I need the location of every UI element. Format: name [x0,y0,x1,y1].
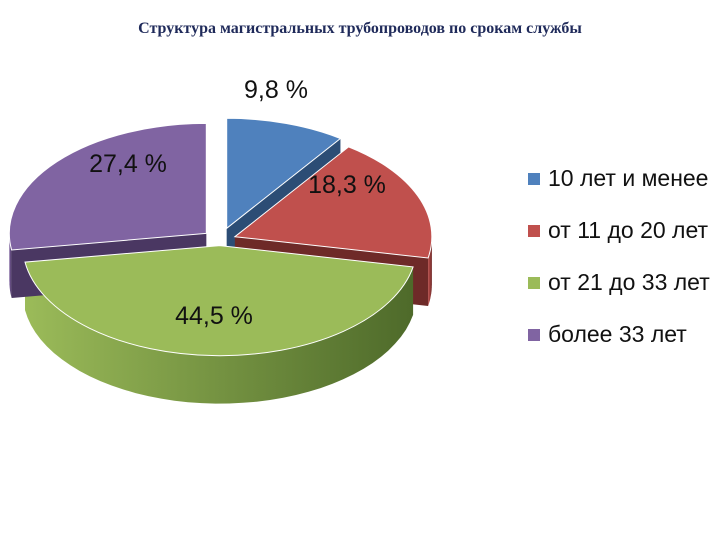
slice-value-label-2: 18,3 % [308,171,386,199]
pie-slice-3 [24,245,414,357]
pie-side-2 [428,236,432,306]
pie-tops [8,117,433,357]
pie-slice-4 [8,122,207,251]
chart-title: Структура магистральных трубопроводов по… [138,20,582,37]
legend: 10 лет и менее от 11 до 20 лет от 21 до 33… [528,165,710,347]
pie-labels: 9,8 % 18,3 % 44,5 % 27,4 % [89,76,386,330]
legend-label-1: 10 лет и менее [548,165,708,191]
slice-value-label-3: 44,5 % [175,302,253,330]
legend-label-3: от 21 до 33 лет [548,269,710,295]
slice-value-label-4: 27,4 % [89,150,167,178]
legend-swatch-1 [528,173,540,185]
legend-swatch-2 [528,225,540,237]
legend-swatch-3 [528,277,540,289]
legend-label-2: от 11 до 20 лет [548,217,709,243]
pie-slice-1 [226,117,342,230]
pie-slice-2 [233,146,433,259]
legend-label-4: более 33 лет [548,321,687,347]
slice-value-label-1: 9,8 % [244,76,308,104]
legend-swatch-4 [528,329,540,341]
pie-side-3 [25,262,414,404]
